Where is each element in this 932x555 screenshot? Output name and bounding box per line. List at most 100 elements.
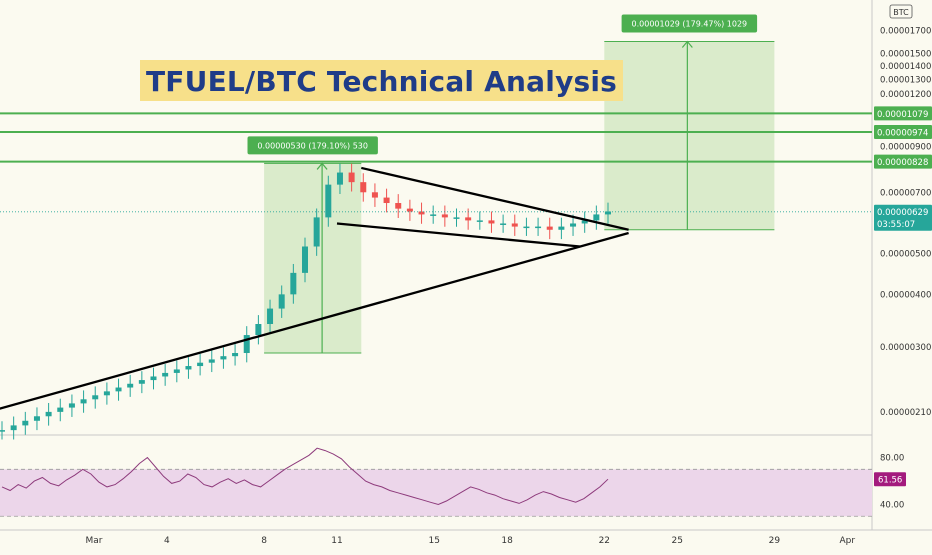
- time-tick-label: 4: [164, 536, 170, 546]
- candle-body: [336, 172, 343, 185]
- level-price-label: 0.00000828: [877, 158, 928, 168]
- candle-body: [348, 172, 355, 183]
- candle-body: [92, 395, 99, 400]
- candle-body: [220, 356, 227, 360]
- candle-body: [325, 184, 332, 218]
- candle-body: [371, 192, 378, 198]
- candle-body: [173, 369, 180, 373]
- rsi-tick-label: 80.00: [880, 454, 904, 464]
- level-price-badge: [874, 154, 932, 169]
- chart-title: TFUEL/BTC Technical Analysis: [140, 60, 624, 101]
- candle-body: [57, 407, 64, 412]
- candle-body: [243, 335, 250, 354]
- price-tick-label: 0.00000400: [880, 290, 931, 300]
- candle-body: [302, 246, 308, 273]
- level-price-label: 0.00000974: [877, 129, 928, 139]
- price-tick-label: 0.00000500: [880, 250, 931, 260]
- candle-body: [267, 308, 274, 324]
- measure-label-box: [247, 136, 378, 155]
- candle-body: [68, 403, 75, 408]
- candle-body: [441, 214, 448, 218]
- current-price-badge: [874, 204, 932, 231]
- trendline-descending-resistance: [361, 166, 629, 231]
- candle-body: [476, 220, 483, 222]
- candle-body: [45, 411, 52, 417]
- candle-body: [523, 226, 530, 229]
- candle-body: [127, 383, 134, 388]
- candle-body: [453, 217, 460, 219]
- candle-body: [395, 203, 402, 209]
- candle-body: [162, 372, 169, 377]
- trendline-triangle-support: [336, 222, 581, 248]
- time-tick-label: Mar: [86, 536, 103, 546]
- candle-body: [185, 366, 192, 370]
- candle-body: [138, 380, 145, 384]
- current-price-label: 0.00000629: [877, 208, 928, 218]
- rsi-tick-label: 40.00: [880, 501, 904, 511]
- candle-body: [80, 399, 87, 404]
- currency-badge: [889, 4, 913, 19]
- candle-body: [10, 425, 17, 431]
- price-tick-label: 0.00001200: [880, 90, 931, 100]
- price-tick-label: 0.00000300: [880, 343, 931, 353]
- candle-body: [33, 416, 40, 421]
- price-tick-label: 0.00001300: [880, 75, 931, 85]
- measure-label: 0.00001029 (179.47%) 1029: [632, 20, 748, 29]
- price-tick-label: 0.00000900: [880, 142, 931, 152]
- time-tick-label: 29: [769, 536, 781, 546]
- candle-body: [546, 226, 553, 230]
- level-price-label: 0.00001079: [877, 110, 928, 120]
- candle-body: [290, 272, 297, 295]
- rsi-line: [1, 447, 609, 506]
- candle-body: [22, 420, 29, 426]
- measure-box-fill: [604, 41, 775, 230]
- candle-body: [535, 226, 542, 229]
- candle-body: [581, 220, 588, 224]
- candle-body: [511, 223, 518, 227]
- candle-body: [232, 353, 239, 357]
- candle-body: [605, 211, 611, 215]
- price-tick-label: 0.00001700: [880, 26, 931, 36]
- candle-body: [593, 214, 600, 221]
- candle-body: [313, 217, 320, 247]
- price-tick-label: 0.00000700: [880, 188, 931, 198]
- candle-body: [418, 211, 425, 215]
- candle-body: [0, 430, 5, 432]
- candle-body: [103, 391, 110, 396]
- candle-body: [488, 220, 495, 224]
- candle-body: [150, 376, 157, 381]
- level-price-badge: [874, 125, 932, 140]
- countdown-label: 03:55:07: [877, 220, 915, 230]
- candle-body: [208, 359, 215, 363]
- rsi-value-badge: [874, 472, 906, 487]
- candle-body: [197, 362, 204, 367]
- candle-body: [406, 208, 413, 212]
- candle-body: [570, 223, 577, 227]
- measure-arrow-head: [681, 40, 693, 48]
- measure-label-box: [621, 14, 758, 33]
- time-tick-label: 25: [671, 536, 682, 546]
- time-tick-label: 15: [428, 536, 439, 546]
- candle-body: [383, 197, 390, 204]
- candle-body: [115, 387, 122, 392]
- candle-body: [500, 223, 507, 225]
- time-tick-label: 11: [331, 536, 342, 546]
- time-tick-label: 22: [599, 536, 610, 546]
- measure-label: 0.00000530 (179.10%) 530: [257, 141, 368, 150]
- candle-body: [430, 214, 437, 216]
- price-tick-label: 0.00001400: [880, 62, 931, 72]
- time-tick-label: 8: [261, 536, 267, 546]
- measure-box-fill: [264, 163, 362, 354]
- currency-label: BTC: [893, 8, 909, 17]
- measure-arrow-head: [316, 162, 328, 170]
- candle-body: [465, 217, 472, 221]
- candle-body: [360, 182, 367, 193]
- level-price-badge: [874, 106, 932, 121]
- price-tick-label: 0.00000210: [880, 408, 931, 418]
- price-tick-label: 0.00001500: [880, 49, 931, 59]
- trendline-ascending-support: [0, 231, 629, 410]
- rsi-value-label: 61.56: [878, 476, 902, 486]
- candle-body: [278, 294, 285, 309]
